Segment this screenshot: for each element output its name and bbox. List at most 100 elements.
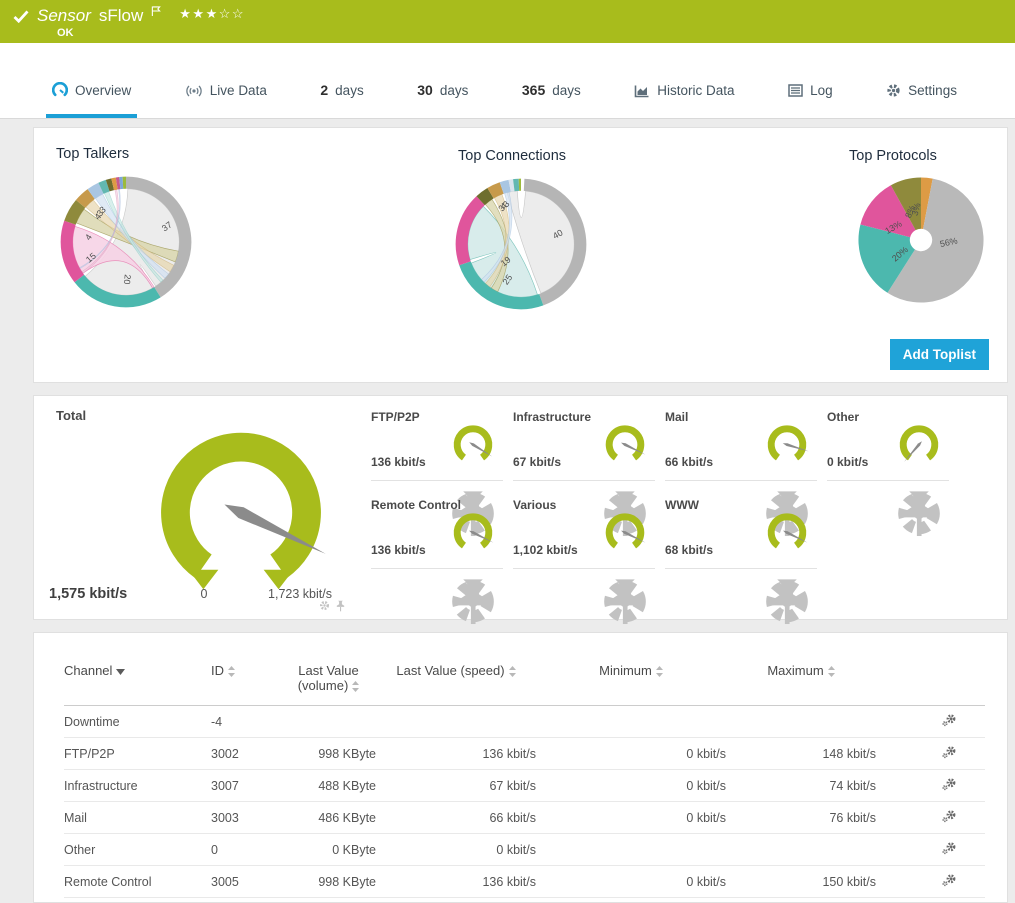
column-header-last-value-speed[interactable]: Last Value (speed)	[376, 659, 536, 706]
channel-gauge-value: 68 kbit/s	[665, 543, 714, 557]
table-row-remote-control: Remote Control 3005 998 KByte 136 kbit/s 0 k…	[64, 865, 985, 898]
table-row-other: Other 0 0 KByte 0 kbit/s	[64, 833, 985, 866]
channel-gauge-cell-various: Various 1,102 kbit/s	[513, 494, 655, 625]
channel-gauge-value: 1,102 kbit/s	[513, 543, 578, 557]
cell: 998 KByte	[281, 865, 376, 898]
column-header-actions	[876, 659, 985, 706]
cell: 3007	[211, 769, 281, 802]
channel-gauge-value: 136 kbit/s	[371, 543, 426, 557]
cell: 136 kbit/s	[376, 865, 536, 898]
overview-icon	[52, 82, 68, 98]
cell: 0 kbit/s	[376, 833, 536, 866]
channel-settings-icon[interactable]	[941, 777, 957, 791]
channel-settings-icon[interactable]	[941, 841, 957, 855]
channel-gauge-cell-other: Other 0 kbit/s	[827, 406, 949, 537]
gear-icon	[886, 83, 901, 98]
channel-gauge	[605, 425, 646, 461]
total-gauge-label: Total	[56, 408, 87, 423]
cell: 66 kbit/s	[376, 801, 536, 834]
gauges-card: Total 1,575 kbit/s 0 1,723 kbit/s FTP/P2…	[33, 395, 1008, 625]
toplist-title: Top Connections	[458, 148, 567, 164]
channel-gauge	[605, 513, 646, 549]
channel-gauge	[453, 425, 493, 461]
priority-stars[interactable]: ★★★☆☆	[179, 6, 245, 22]
tab-bar: Overview Live Data 2 days 30 days 365 days Histo…	[0, 43, 1015, 119]
channel-table: Channel ID Last Value (volume) Last Value (…	[64, 659, 985, 898]
tab-2-days[interactable]: 2 days	[320, 82, 364, 98]
channel-gauge	[453, 513, 494, 549]
cell: 0 kbit/s	[536, 769, 726, 802]
toplists-card: Top Talkers 37 20 15 4 4 3 3 Top Connections 4…	[33, 127, 1008, 460]
channel-gauge-name: WWW	[665, 498, 699, 512]
flag-icon[interactable]	[151, 5, 162, 17]
toplist-title: Top Talkers	[56, 146, 130, 162]
channel-settings-icon[interactable]	[941, 809, 957, 823]
tab-30-days[interactable]: 30 days	[417, 82, 469, 98]
cell: 0	[211, 833, 281, 866]
cell: 488 KByte	[281, 769, 376, 802]
cell: 0 KByte	[281, 833, 376, 866]
column-header-channel[interactable]: Channel	[64, 659, 211, 706]
toplist-title: Top Protocols	[849, 148, 937, 164]
stars-empty: ☆☆	[218, 5, 246, 21]
tab-overview[interactable]: Overview	[46, 82, 138, 118]
sensor-name: sFlow	[98, 6, 144, 25]
cell: -4	[211, 705, 281, 738]
channel-gauge-cell-mail: Mail 66 kbit/s	[665, 406, 817, 537]
cell: 76 kbit/s	[726, 801, 876, 834]
cell: 150 kbit/s	[726, 865, 876, 898]
cell: 0 kbit/s	[536, 865, 726, 898]
total-gauge-value: 1,575 kbit/s	[49, 586, 128, 602]
channel-gauge-name: Remote Control	[371, 498, 461, 512]
channel-gauge-cell-ftp-p2p: FTP/P2P 136 kbit/s	[371, 406, 503, 537]
tab-historic-data[interactable]: Historic Data	[628, 83, 740, 118]
cell: Other	[64, 833, 211, 866]
cell: 0 kbit/s	[536, 737, 726, 770]
channel-gauge-cell-remote-control: Remote Control 136 kbit/s	[371, 494, 503, 625]
gauge-gear-icon[interactable]	[319, 600, 330, 612]
tab-settings[interactable]: Settings	[880, 83, 963, 118]
channel-gauge-cell-infrastructure: Infrastructure 67 kbit/s	[513, 406, 655, 537]
cell: 67 kbit/s	[376, 769, 536, 802]
column-header-id[interactable]: ID	[211, 659, 281, 706]
stars-filled: ★★★	[179, 5, 219, 21]
channel-settings-icon[interactable]	[941, 745, 957, 759]
tab-365-days[interactable]: 365 days	[521, 82, 581, 98]
gauge-pin-icon[interactable]	[335, 600, 346, 612]
cell: 148 kbit/s	[726, 737, 876, 770]
channel-gauge-value: 67 kbit/s	[513, 455, 562, 469]
main-content: Top Talkers 37 20 15 4 4 3 3 Top Connections 4…	[0, 119, 1015, 903]
channel-gauge-value: 136 kbit/s	[371, 455, 426, 469]
tab-log[interactable]: Log	[782, 83, 839, 118]
channel-gauge-name: Mail	[665, 410, 689, 424]
total-gauge-min: 0	[200, 587, 208, 601]
status-badge: OK	[57, 27, 74, 39]
column-header-last-value-volume[interactable]: Last Value (volume)	[281, 659, 376, 706]
cell: FTP/P2P	[64, 737, 211, 770]
cell: 3002	[211, 737, 281, 770]
top-protocols-chart[interactable]: 56%20%13%8%3%	[851, 170, 991, 310]
total-gauge-actions	[319, 600, 346, 612]
cell: 3003	[211, 801, 281, 834]
historic-icon	[634, 84, 650, 98]
column-header-minimum[interactable]: Minimum	[536, 659, 726, 706]
channel-gauge-name: FTP/P2P	[371, 410, 420, 424]
channel-gauge	[767, 425, 809, 461]
channel-settings-icon[interactable]	[941, 713, 957, 727]
tab-live-data[interactable]: Live Data	[179, 83, 273, 118]
channel-settings-icon[interactable]	[941, 873, 957, 887]
column-header-maximum[interactable]: Maximum	[726, 659, 876, 706]
cell	[726, 705, 876, 738]
total-gauge-max: 1,723 kbit/s	[268, 587, 332, 601]
channel-gauge-value: 0 kbit/s	[827, 455, 869, 469]
cell: Downtime	[64, 705, 211, 738]
sensor-type-label: Sensor	[37, 6, 91, 25]
channel-gauge-value: 66 kbit/s	[665, 455, 714, 469]
sensor-title-row: Sensor sFlow ★★★☆☆	[13, 6, 1015, 26]
add-toplist-button[interactable]: Add Toplist	[889, 339, 989, 370]
cell	[726, 833, 876, 866]
cell: 0 kbit/s	[536, 801, 726, 834]
